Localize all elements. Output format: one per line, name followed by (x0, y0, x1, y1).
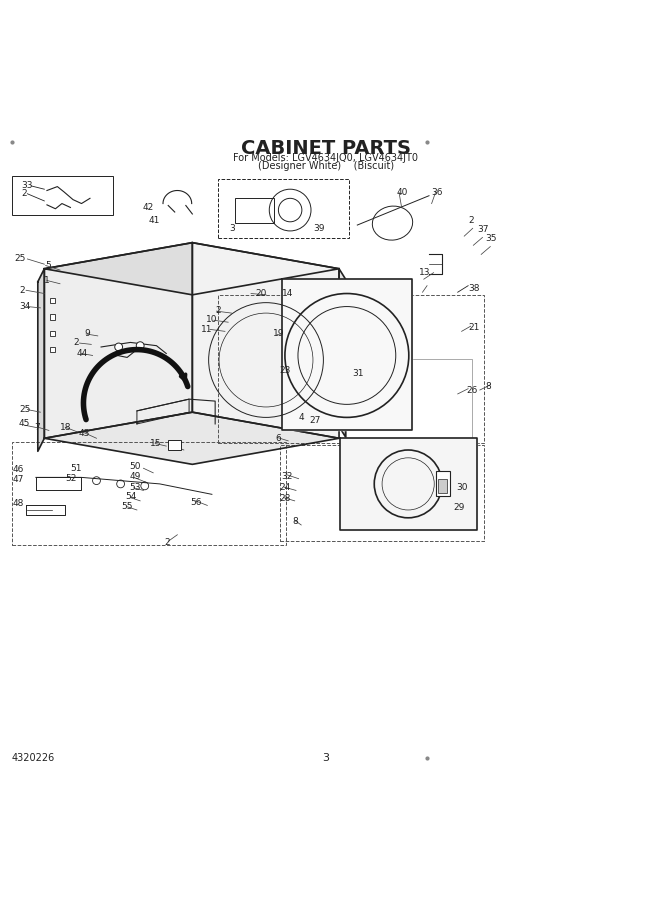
Bar (280, 445, 484, 541)
Text: 53: 53 (129, 482, 141, 491)
Text: 5: 5 (46, 261, 52, 270)
Text: 2: 2 (21, 189, 27, 198)
Text: 35: 35 (486, 234, 497, 243)
Polygon shape (38, 269, 44, 451)
Polygon shape (340, 438, 477, 529)
Text: For Models: LGV4634JQ0, LGV4634JT0: For Models: LGV4634JQ0, LGV4634JT0 (233, 153, 419, 163)
Text: 55: 55 (121, 502, 133, 511)
Text: 3: 3 (230, 224, 235, 233)
Text: 50: 50 (129, 463, 141, 472)
Text: 2: 2 (468, 216, 474, 225)
Text: (Designer White)    (Biscuit): (Designer White) (Biscuit) (258, 161, 394, 171)
Bar (218, 179, 349, 239)
Text: 8: 8 (486, 382, 492, 391)
Text: 32: 32 (282, 472, 293, 481)
Text: 2: 2 (73, 338, 79, 346)
Text: 36: 36 (432, 188, 443, 197)
Text: 21: 21 (468, 323, 479, 332)
Text: 20: 20 (256, 289, 267, 298)
Text: 8: 8 (292, 518, 298, 526)
Text: CABINET PARTS: CABINET PARTS (241, 140, 411, 158)
Bar (218, 295, 484, 444)
Text: 11: 11 (201, 325, 213, 334)
Text: 2: 2 (215, 306, 221, 315)
Ellipse shape (372, 206, 413, 240)
Text: 25: 25 (20, 405, 31, 414)
Text: 4320226: 4320226 (12, 752, 55, 762)
Bar (12, 176, 113, 215)
Text: 23: 23 (279, 366, 290, 375)
Text: 15: 15 (150, 439, 162, 448)
Bar (436, 471, 450, 496)
Text: 49: 49 (129, 472, 140, 482)
Text: 38: 38 (468, 284, 480, 292)
Text: 43: 43 (78, 428, 89, 437)
Bar (346, 359, 472, 444)
Text: 4: 4 (299, 413, 304, 422)
Bar (50, 298, 55, 303)
Text: 7: 7 (34, 423, 40, 432)
Text: 29: 29 (453, 503, 464, 512)
Text: 40: 40 (396, 188, 408, 197)
Text: 51: 51 (70, 464, 82, 472)
Bar (50, 347, 55, 352)
Text: 41: 41 (149, 216, 160, 225)
Text: 56: 56 (190, 498, 202, 507)
Bar (50, 314, 55, 319)
Text: 37: 37 (477, 225, 489, 234)
Text: 31: 31 (352, 369, 364, 378)
Circle shape (115, 343, 123, 351)
Polygon shape (339, 269, 346, 437)
Text: 18: 18 (60, 423, 72, 432)
Text: 30: 30 (456, 483, 468, 492)
Text: 42: 42 (142, 203, 153, 212)
Text: 14: 14 (282, 289, 293, 298)
Text: 33: 33 (21, 182, 33, 191)
Bar (438, 479, 447, 493)
Text: 27: 27 (310, 416, 321, 425)
Text: 19: 19 (273, 329, 284, 338)
Text: 46: 46 (13, 465, 24, 474)
Text: 2: 2 (164, 538, 170, 547)
Text: 28: 28 (279, 494, 290, 503)
Text: 9: 9 (85, 329, 91, 338)
Text: 6: 6 (275, 434, 281, 443)
Text: 24: 24 (279, 483, 290, 492)
Bar (50, 330, 55, 336)
Polygon shape (44, 243, 192, 438)
Text: 52: 52 (65, 474, 76, 483)
Text: 10: 10 (206, 315, 218, 324)
Text: 3: 3 (323, 752, 329, 762)
Text: 47: 47 (13, 475, 24, 484)
Polygon shape (44, 243, 339, 295)
Text: 48: 48 (13, 499, 24, 508)
Text: 1: 1 (44, 276, 50, 285)
Bar (168, 439, 181, 450)
Polygon shape (44, 412, 339, 464)
Polygon shape (282, 279, 412, 430)
Bar (12, 442, 286, 544)
Polygon shape (192, 243, 339, 438)
Text: 13: 13 (419, 268, 430, 277)
Text: 25: 25 (15, 255, 26, 264)
Text: 54: 54 (125, 492, 136, 501)
Text: 44: 44 (77, 349, 88, 358)
Text: 2: 2 (19, 286, 25, 295)
Text: 26: 26 (466, 385, 477, 394)
Bar (235, 198, 274, 223)
Text: 39: 39 (313, 224, 325, 233)
Text: 34: 34 (20, 302, 31, 311)
Text: 16: 16 (172, 442, 184, 451)
Text: 45: 45 (18, 419, 29, 428)
Circle shape (136, 342, 144, 349)
